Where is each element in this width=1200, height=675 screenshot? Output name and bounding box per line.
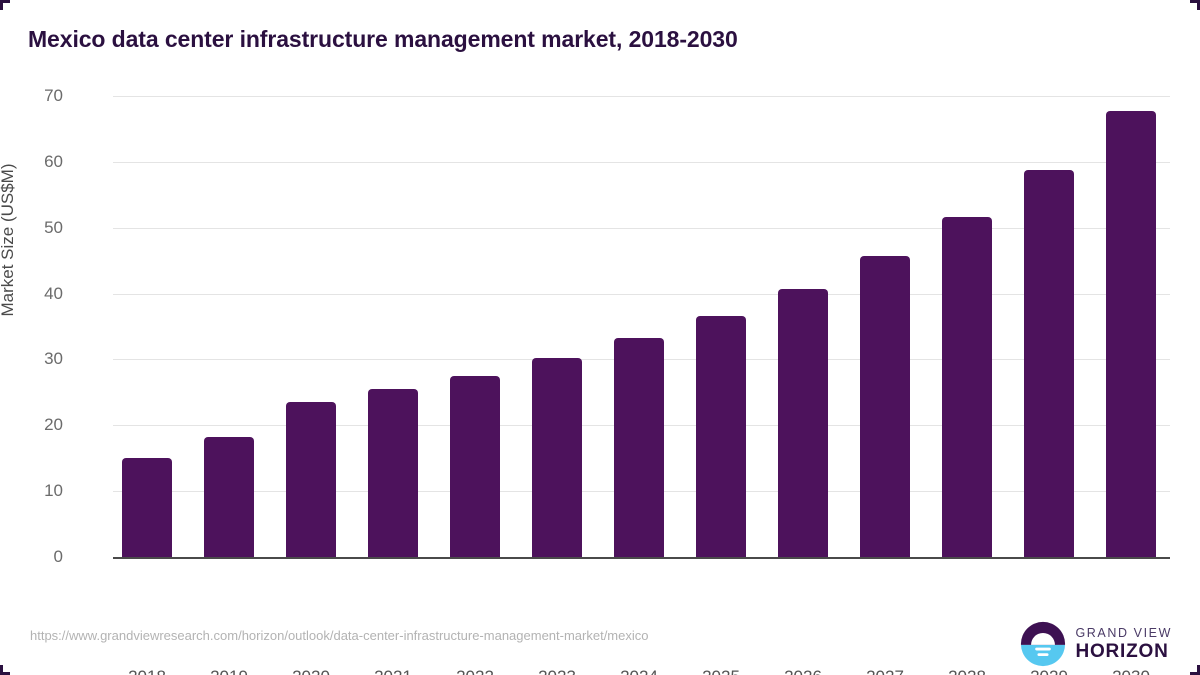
bar-2019[interactable] bbox=[204, 437, 254, 557]
x-tick-label-2024: 2024 bbox=[598, 667, 680, 675]
x-tick-label-2028: 2028 bbox=[926, 667, 1008, 675]
y-tick-label: 70 bbox=[44, 86, 63, 105]
x-tick-label-2026: 2026 bbox=[762, 667, 844, 675]
gridline bbox=[113, 293, 1170, 295]
horizon-logo-icon bbox=[1021, 621, 1066, 667]
bar-2021[interactable] bbox=[368, 389, 418, 557]
x-tick-label-2030: 2030 bbox=[1090, 667, 1172, 675]
y-axis-title: Market Size (US$M) bbox=[0, 163, 17, 317]
x-tick-label-2021: 2021 bbox=[352, 667, 434, 675]
bar-2020[interactable] bbox=[286, 402, 336, 557]
x-tick-label-2029: 2029 bbox=[1008, 667, 1090, 675]
bar-2024[interactable] bbox=[614, 338, 664, 557]
y-tick-label: 50 bbox=[44, 217, 63, 237]
bar-2022[interactable] bbox=[450, 375, 500, 557]
logo-line-2: HORIZON bbox=[1075, 641, 1169, 663]
x-tick-label-2020: 2020 bbox=[270, 667, 352, 675]
gridline bbox=[113, 227, 1170, 229]
bar-2025[interactable] bbox=[696, 315, 746, 557]
y-tick-label: 10 bbox=[44, 481, 63, 501]
x-tick-label-2019: 2019 bbox=[188, 667, 270, 675]
x-tick-label-2018: 2018 bbox=[106, 667, 188, 675]
bar-2027[interactable] bbox=[860, 256, 910, 557]
crop-mark-bottom-left bbox=[0, 665, 10, 675]
logo-line-1: GRAND VIEW bbox=[1075, 625, 1172, 640]
x-tick-label-2027: 2027 bbox=[844, 667, 926, 675]
y-tick-label: 60 bbox=[44, 151, 63, 171]
y-tick-label: 0 bbox=[53, 547, 63, 566]
bar-2023[interactable] bbox=[532, 358, 582, 557]
x-tick-label-2025: 2025 bbox=[680, 667, 762, 675]
bar-2026[interactable] bbox=[778, 288, 828, 557]
y-tick-label: 30 bbox=[44, 349, 63, 369]
source-url[interactable]: https://www.grandviewresearch.com/horizo… bbox=[30, 628, 649, 643]
gridline bbox=[113, 161, 1170, 163]
x-axis-line bbox=[113, 557, 1170, 559]
bar-2028[interactable] bbox=[942, 217, 992, 557]
plot-area: 7060504030201002018201920202021202220232… bbox=[44, 86, 1170, 675]
x-tick-label-2022: 2022 bbox=[434, 667, 516, 675]
y-tick-label: 40 bbox=[44, 283, 63, 303]
x-tick-label-2023: 2023 bbox=[516, 667, 598, 675]
crop-mark-top-left bbox=[0, 0, 10, 10]
logo-wordmark: GRAND VIEW HORIZON bbox=[1075, 627, 1172, 662]
brand-logo[interactable]: GRAND VIEW HORIZON bbox=[1020, 620, 1172, 668]
page-title: Mexico data center infrastructure manage… bbox=[28, 26, 738, 52]
crop-mark-bottom-right bbox=[1190, 665, 1200, 675]
bar-2029[interactable] bbox=[1024, 169, 1074, 557]
gridline bbox=[113, 96, 1170, 97]
bar-2018[interactable] bbox=[122, 457, 172, 557]
crop-mark-top-right bbox=[1190, 0, 1200, 10]
y-tick-label: 20 bbox=[44, 415, 63, 435]
bar-2030[interactable] bbox=[1106, 110, 1156, 557]
